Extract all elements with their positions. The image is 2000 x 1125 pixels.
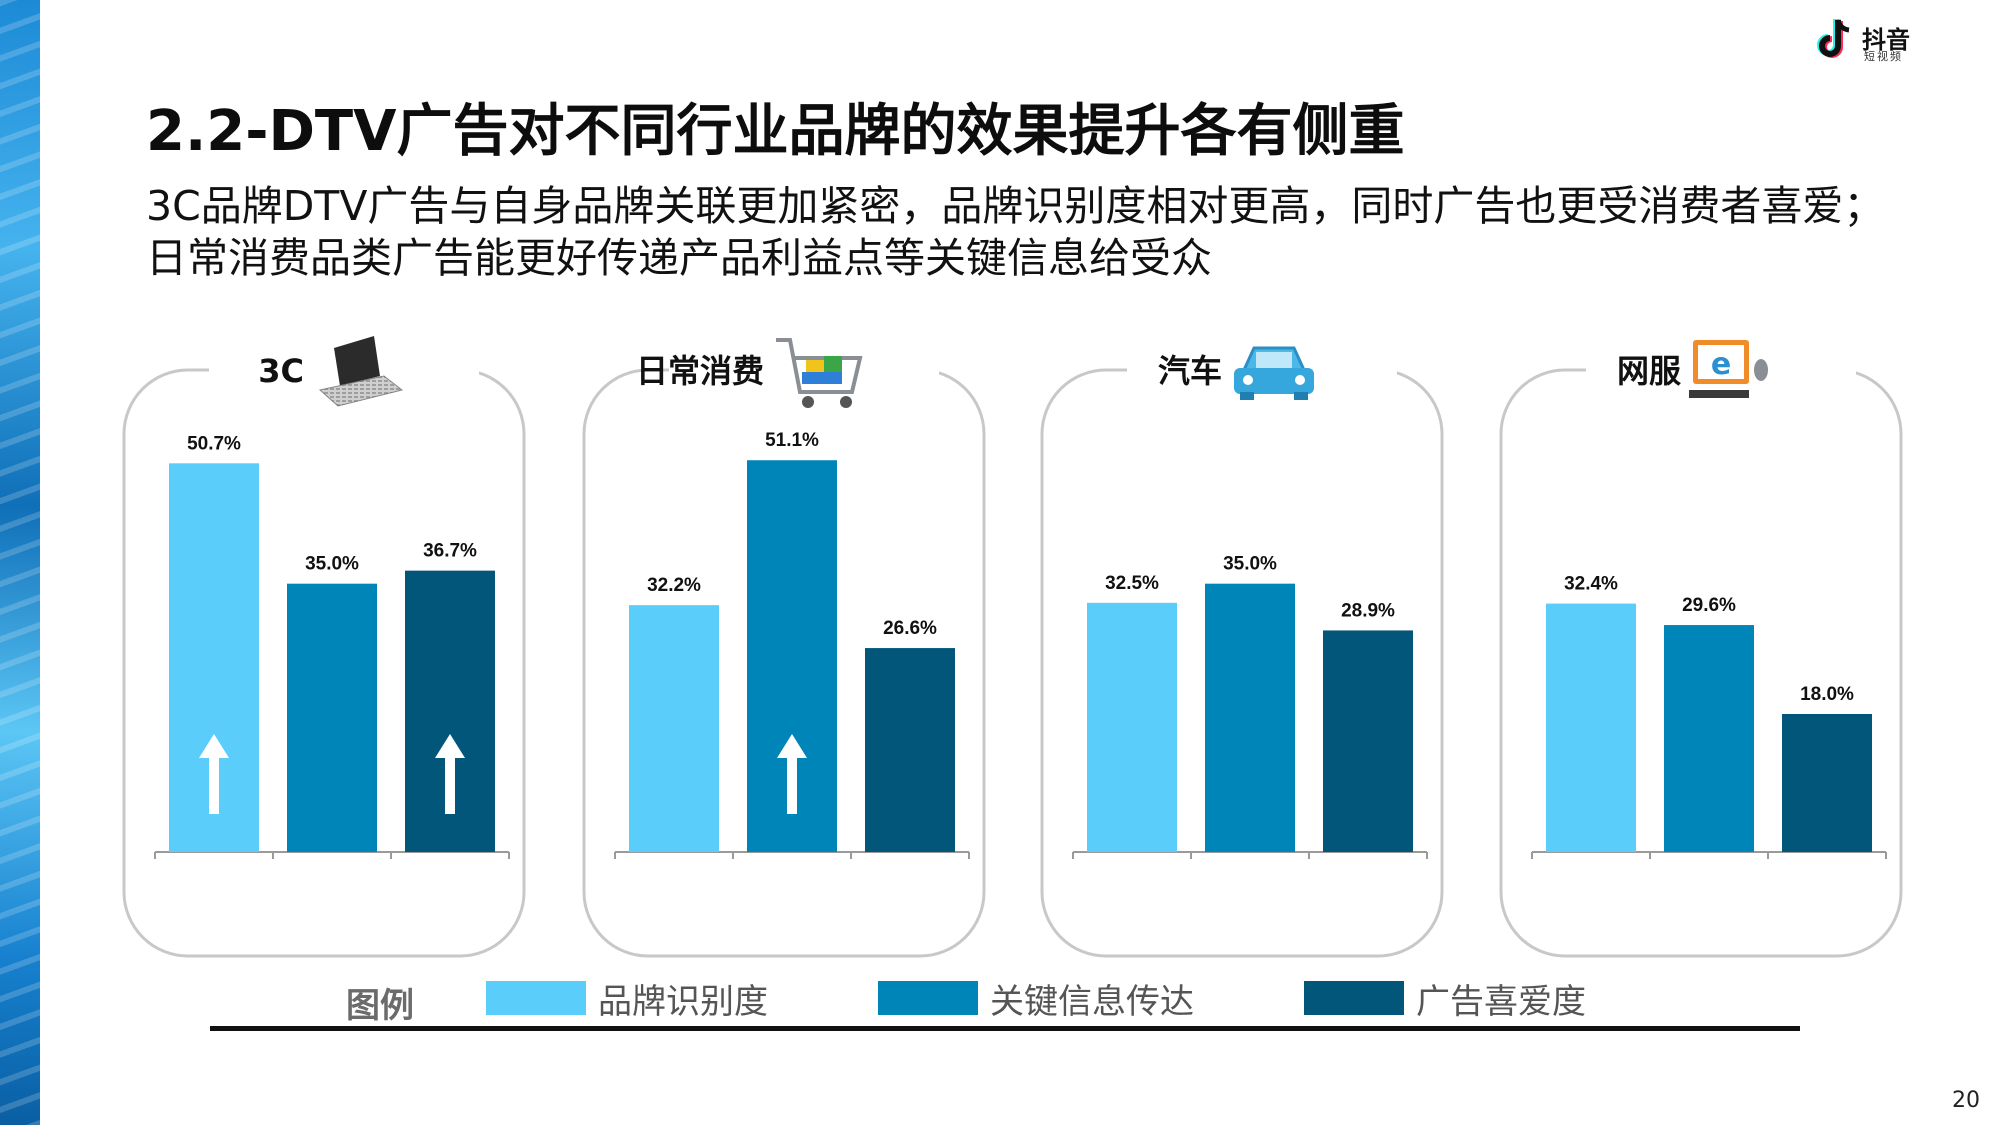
data-label: 35.0% (1223, 554, 1277, 575)
data-label: 36.7% (423, 541, 477, 562)
subtitle-line-1: 3C品牌DTV广告与自身品牌关联更加紧密，品牌识别度相对更高，同时广告也更受消费… (146, 182, 1885, 230)
svg-text:e: e (1711, 347, 1731, 382)
data-label: 29.6% (1682, 595, 1736, 616)
chart-panel-3: 汽车 32.5% 35.0% 28.9% (1040, 330, 1444, 958)
car-icon (1234, 346, 1314, 400)
data-label: 51.1% (765, 430, 819, 451)
brand-name: 抖音 (1862, 26, 1910, 54)
douyin-logo-icon (1817, 19, 1850, 58)
bar-广告喜爱度 (1323, 630, 1413, 852)
chart-panel-4: 网服 e 32.4% 29.6% 18.0% (1499, 330, 1903, 958)
chart-title: 3C (258, 352, 304, 390)
page-subtitle: 3C品牌DTV广告与自身品牌关联更加紧密，品牌识别度相对更高，同时广告也更受消费… (146, 180, 1906, 284)
bar-品牌识别度 (1087, 602, 1177, 852)
brand-subtitle: 短视频 (1864, 50, 1903, 63)
data-label: 32.2% (647, 575, 701, 596)
chart-title: 汽车 (1158, 352, 1222, 390)
chart-panel-2: 日常消费 32.2% 51.1% 26.6% (582, 330, 986, 958)
data-label: 18.0% (1800, 684, 1854, 705)
bar-品牌识别度 (629, 605, 719, 852)
bar-广告喜爱度 (865, 648, 955, 852)
side-decoration-stripe (0, 0, 40, 1125)
page-title: 2.2-DTV广告对不同行业品牌的效果提升各有侧重 (146, 99, 1405, 164)
bar-品牌识别度 (1546, 603, 1636, 852)
chart-panel-1: 3C 50.7% 35.0% 36.7% (122, 330, 526, 958)
data-label: 28.9% (1341, 600, 1395, 621)
bar-关键信息传达 (1664, 625, 1754, 852)
laptop-icon (318, 336, 404, 407)
data-label: 32.4% (1564, 574, 1618, 595)
up-arrow-icon (777, 734, 807, 814)
legend-underline (210, 1026, 1800, 1031)
page-number: 20 (1952, 1088, 1980, 1113)
chart-title: 日常消费 (636, 352, 764, 390)
shopping-cart-icon (776, 338, 863, 408)
up-arrow-icon (199, 734, 229, 814)
data-label: 26.6% (883, 618, 937, 639)
data-label: 50.7% (187, 433, 241, 454)
chart-title: 网服 (1617, 352, 1681, 390)
bar-关键信息传达 (287, 583, 377, 852)
data-label: 32.5% (1105, 573, 1159, 594)
subtitle-line-2: 日常消费品类广告能更好传递产品利益点等关键信息给受众 (146, 234, 1212, 282)
data-label: 35.0% (305, 554, 359, 575)
bar-关键信息传达 (1205, 583, 1295, 852)
up-arrow-icon (435, 734, 465, 814)
web-service-icon: e (1689, 340, 1768, 398)
bar-广告喜爱度 (1782, 714, 1872, 852)
